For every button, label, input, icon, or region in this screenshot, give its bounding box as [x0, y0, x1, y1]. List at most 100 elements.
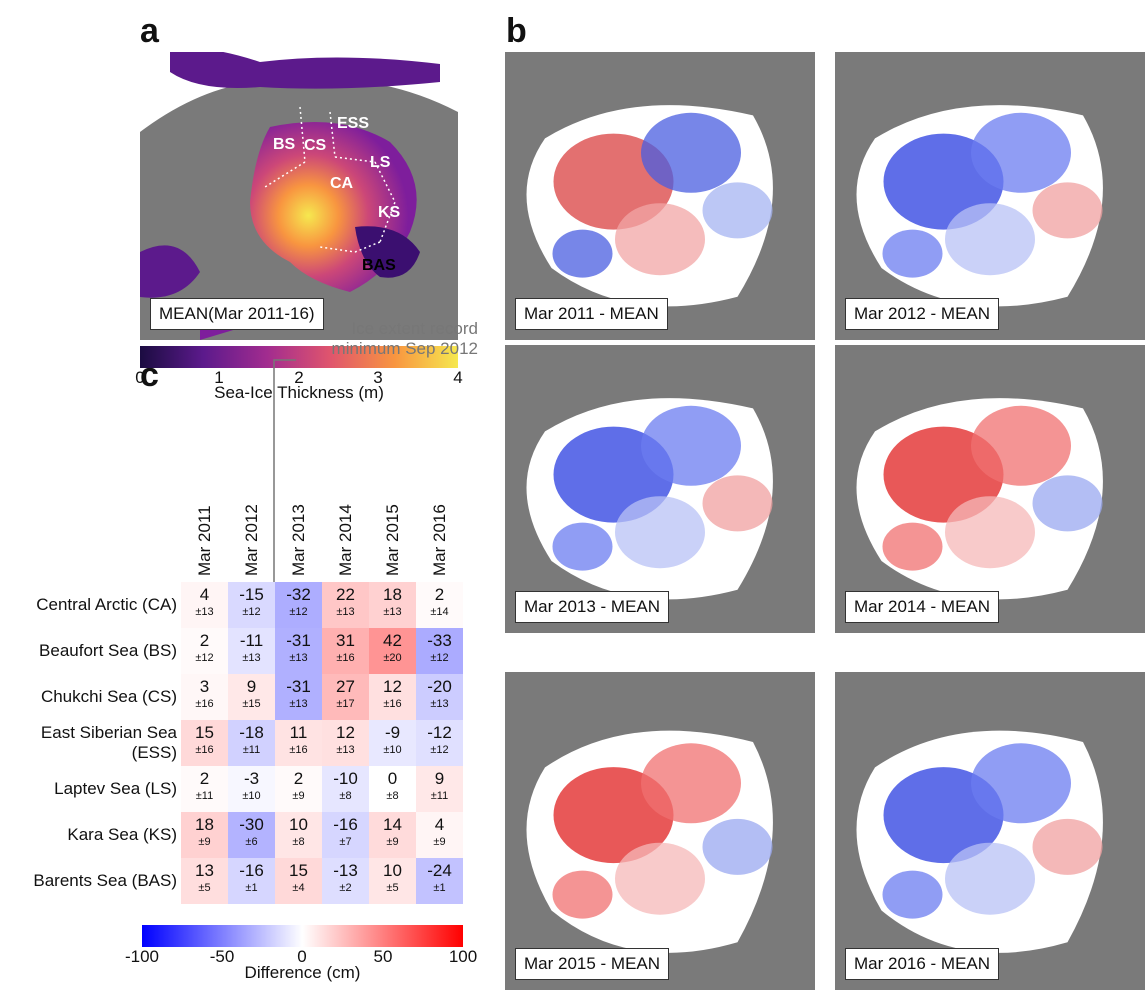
cell-value: -31 [286, 631, 311, 650]
cell-value: -16 [239, 861, 264, 880]
heatmap-cell: 13 ±5 [181, 858, 228, 904]
difference-map: Mar 2015 - MEAN [505, 672, 815, 990]
cell-value: 10 [383, 861, 402, 880]
difference-map-svg [526, 730, 773, 953]
anomaly-blob [702, 475, 773, 532]
heatmap-cell: 15 ±4 [275, 858, 322, 904]
cell-uncertainty: ±1 [433, 882, 446, 894]
heatmap-column-label: Mar 2011 [195, 505, 214, 576]
cell-value: -13 [333, 861, 358, 880]
row-label-line: East Siberian Sea [40, 723, 177, 742]
difference-map-label: Mar 2011 - MEAN [515, 298, 668, 330]
anomaly-blob [882, 870, 943, 919]
heatmap-cell: -20 ±13 [416, 674, 463, 720]
heatmap-cell: 31 ±16 [322, 628, 369, 674]
cell-uncertainty: ±8 [292, 836, 305, 848]
annotation-line-2: minimum Sep 2012 [331, 339, 478, 358]
heatmap-cell: -30 ±6 [228, 812, 275, 858]
cell-uncertainty: ±4 [292, 882, 305, 894]
heatmap-column-label: Mar 2014 [336, 504, 355, 576]
difference-map-label: Mar 2016 - MEAN [845, 948, 1000, 980]
anomaly-blob [882, 522, 943, 571]
anomaly-blob [1032, 818, 1103, 875]
cell-value: 22 [336, 585, 355, 604]
cell-value: -31 [286, 677, 311, 696]
heatmap-row-label: Beaufort Sea (BS) [39, 641, 177, 661]
difference-map: Mar 2011 - MEAN [505, 52, 815, 340]
difference-map: Mar 2013 - MEAN [505, 345, 815, 633]
cell-value: 2 [293, 769, 304, 788]
thickness-tick: 0 [135, 368, 145, 387]
heatmap-cell: 4 ±9 [416, 812, 463, 858]
region-cs: CS [304, 137, 327, 154]
cell-uncertainty: ±12 [430, 744, 449, 756]
cell-value: 2 [434, 585, 445, 604]
cell-value: -24 [427, 861, 452, 880]
cell-uncertainty: ±12 [195, 652, 214, 664]
cell-uncertainty: ±15 [242, 698, 261, 710]
cell-value: 4 [434, 815, 445, 834]
thickness-tick: 2 [294, 368, 304, 387]
heatmap-cell: 2 ±9 [275, 766, 322, 812]
heatmap-row-label: East Siberian Sea (ESS) [41, 723, 177, 763]
heatmap-cell: -11 ±13 [228, 628, 275, 674]
cell-uncertainty: ±9 [386, 836, 399, 848]
cell-value: -32 [286, 585, 311, 604]
heatmap-cell: 10 ±8 [275, 812, 322, 858]
cell-value: 15 [289, 861, 308, 880]
difference-map-label: Mar 2015 - MEAN [515, 948, 670, 980]
heatmap-cell: -16 ±1 [228, 858, 275, 904]
cell-uncertainty: ±6 [245, 836, 258, 848]
thickness-colorbar: 0 1 2 3 4 Sea-Ice Thickness (m) [135, 346, 463, 406]
heatmap-cell: 42 ±20 [369, 628, 416, 674]
cell-value: 2 [199, 769, 210, 788]
cell-uncertainty: ±10 [383, 744, 402, 756]
heatmap-cell: -12 ±12 [416, 720, 463, 766]
heatmap-cell: 14 ±9 [369, 812, 416, 858]
cell-uncertainty: ±14 [430, 606, 449, 618]
difference-tick: -100 [124, 947, 160, 966]
difference-colorbar-gradient [142, 925, 463, 947]
cell-uncertainty: ±13 [430, 698, 449, 710]
anomaly-blob [882, 229, 943, 278]
anomaly-blob [615, 496, 705, 569]
difference-map-label: Mar 2012 - MEAN [845, 298, 1000, 330]
cell-value: -15 [239, 585, 264, 604]
anomaly-blob [945, 203, 1035, 276]
cell-uncertainty: ±5 [198, 882, 211, 894]
cell-uncertainty: ±13 [289, 652, 308, 664]
difference-map-svg [526, 105, 773, 307]
region-ca: CA [330, 175, 354, 192]
cell-value: 15 [195, 723, 214, 742]
cell-value: 27 [336, 677, 355, 696]
cell-value: 18 [383, 585, 402, 604]
region-ls: LS [370, 154, 391, 171]
row-label-line: Laptev Sea (LS) [54, 779, 177, 798]
anomaly-blob [641, 743, 741, 824]
heatmap-cell: -33 ±12 [416, 628, 463, 674]
anomaly-blob [945, 496, 1035, 569]
cell-value: -11 [239, 631, 264, 650]
cell-value: 12 [383, 677, 402, 696]
cell-uncertainty: ±12 [430, 652, 449, 664]
heatmap-column-label: Mar 2013 [289, 504, 308, 576]
heatmap-cell: -10 ±8 [322, 766, 369, 812]
cell-value: 0 [387, 769, 398, 788]
thickness-colorbar-title: Sea-Ice Thickness (m) [214, 383, 384, 402]
cell-uncertainty: ±13 [383, 606, 402, 618]
difference-tick: 100 [448, 947, 478, 966]
heatmap-cell: 22 ±13 [322, 582, 369, 628]
cell-value: 11 [289, 723, 308, 742]
difference-colorbar-title: Difference (cm) [244, 963, 361, 982]
anomaly-blob [552, 870, 613, 919]
heatmap-cell: -18 ±11 [228, 720, 275, 766]
cell-uncertainty: ±12 [289, 606, 308, 618]
cell-uncertainty: ±11 [242, 744, 261, 756]
cell-uncertainty: ±13 [242, 652, 261, 664]
row-label-line: Chukchi Sea (CS) [40, 687, 177, 706]
heatmap-cell: 0 ±8 [369, 766, 416, 812]
heatmap-cell: 18 ±9 [181, 812, 228, 858]
cell-uncertainty: ±16 [289, 744, 308, 756]
difference-map-svg [856, 105, 1103, 307]
difference-map-svg [526, 398, 773, 600]
